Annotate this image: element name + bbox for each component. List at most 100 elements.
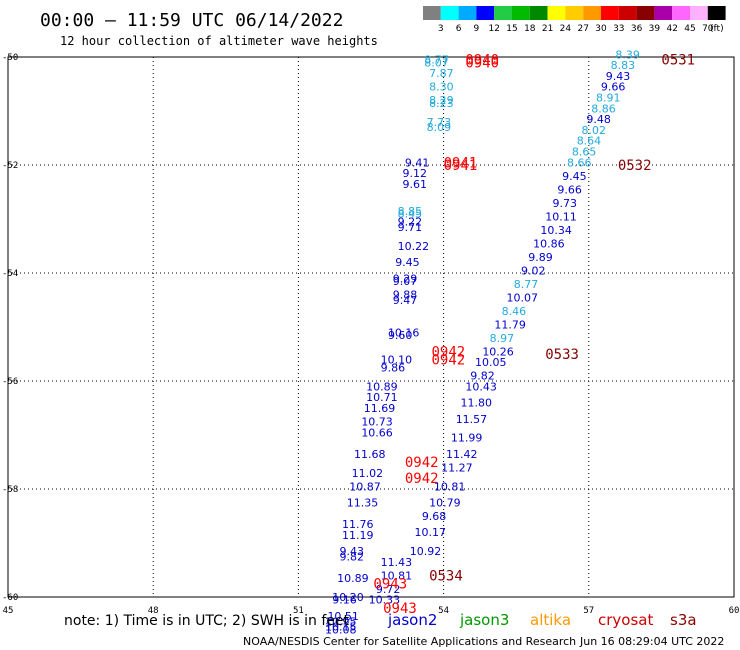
data-points: 8.778.077.878.308.298.237.738.099.419.12… (325, 48, 640, 636)
wave-height-label: 8.97 (490, 332, 514, 345)
wave-height-label: 8.91 (596, 92, 621, 105)
colorbar-label: 70 (702, 24, 714, 34)
wave-height-label: 10.79 (429, 497, 461, 510)
wave-height-label: 8.46 (502, 305, 527, 318)
colorbar-swatch (423, 6, 441, 20)
wave-height-label: 10.71 (366, 391, 398, 404)
colorbar-swatch (547, 6, 566, 20)
wave-height-label: 8.29 (429, 94, 454, 107)
pass-time-label: 0534 (429, 568, 463, 584)
colorbar-swatch (654, 6, 673, 20)
wave-height-label: 9.60 (388, 329, 413, 342)
colorbar-unit: (ft) (710, 24, 724, 34)
wave-height-label: 8.83 (611, 59, 636, 72)
wave-height-label: 9.48 (586, 113, 611, 126)
footer-note: note: 1) Time is in UTC; 2) SWH is in fe… (64, 613, 350, 629)
pass-time-label: 0940 (465, 53, 499, 69)
wave-height-label: 8.39 (615, 48, 640, 61)
colorbar: 3 6 9 12 15 18 21 24 27 30 33 36 39 42 45 70(ft) (423, 6, 726, 34)
colorbar-label: 36 (631, 24, 643, 34)
wave-height-label: 9.02 (521, 264, 546, 277)
wave-height-label: 11.19 (342, 529, 374, 542)
wave-height-label: 11.76 (342, 518, 374, 531)
colorbar-swatch (529, 6, 548, 20)
pass-time-label: 0941 (444, 158, 478, 174)
wave-height-label: 9.61 (402, 178, 427, 191)
wave-height-label: 11.57 (456, 413, 488, 426)
legend-cryosat: cryosat (598, 611, 653, 629)
x-tick-label: 60 (729, 606, 740, 616)
x-tick-label: 45 (3, 606, 14, 616)
wave-height-label: 9.72 (376, 583, 401, 596)
wave-height-label: 10.87 (349, 480, 381, 493)
pass-time-label: 0531 (661, 53, 695, 69)
wave-height-label: 9.43 (606, 70, 631, 83)
legend-jason2: jason2 (387, 611, 437, 629)
wave-height-label: 11.68 (354, 448, 386, 461)
wave-height-label: 9.12 (402, 167, 427, 180)
y-tick-label: -54 (2, 269, 18, 279)
wave-height-label: 9.68 (422, 510, 447, 523)
wave-height-label: 11.43 (381, 556, 413, 569)
pass-time-label: 0943 (383, 601, 417, 617)
wave-height-label: 10.66 (361, 426, 393, 439)
wave-height-label: 10.92 (410, 545, 442, 558)
wave-height-label: 8.23 (429, 97, 454, 110)
wave-height-label: 11.35 (347, 497, 379, 510)
chart-title: 00:00 – 11:59 UTC 06/14/2022 (40, 10, 343, 31)
wave-height-label: 11.79 (494, 318, 526, 331)
chart-subtitle: 12 hour collection of altimeter wave hei… (60, 34, 378, 48)
wave-height-label: 10.95 (325, 615, 357, 628)
pass-time-label: 0940 (465, 55, 499, 71)
pass-time-label: 0942 (405, 455, 439, 471)
time-labels: 0940094009410941094209420942094209430943… (373, 53, 695, 617)
wave-height-label: 10.20 (332, 591, 364, 604)
wave-height-label: 10.17 (415, 526, 447, 539)
wave-height-label: 10.26 (482, 345, 514, 358)
wave-height-label: 10.08 (325, 623, 357, 636)
colorbar-swatch (494, 6, 512, 20)
wave-height-label: 8.45 (398, 208, 423, 221)
wave-height-label: 10.81 (381, 569, 413, 582)
wave-height-label: 10.51 (327, 610, 359, 623)
grid (8, 57, 734, 597)
wave-height-label: 9.66 (601, 81, 626, 94)
wave-height-label: 8.64 (577, 135, 602, 148)
colorbar-label: 12 (488, 24, 499, 34)
colorbar-label: 6 (456, 24, 462, 34)
colorbar-label: 27 (577, 24, 588, 34)
x-tick-label: 48 (148, 606, 159, 616)
wave-height-label: 10.07 (507, 291, 539, 304)
colorbar-swatch (690, 6, 708, 20)
wave-height-label: 10.89 (337, 572, 369, 585)
wave-height-label: 10.81 (434, 480, 466, 493)
wave-height-label: 7.87 (429, 67, 454, 80)
colorbar-label: 30 (595, 24, 607, 34)
wave-height-label: 7.73 (427, 116, 452, 129)
wave-height-label: 9.45 (395, 256, 420, 269)
plot-frame (7, 56, 735, 598)
pass-time-label: 0941 (444, 155, 478, 171)
wave-height-label: 10.33 (369, 594, 401, 607)
wave-height-label: 10.43 (465, 380, 497, 393)
pass-time-label: 0942 (405, 471, 439, 487)
wave-height-label: 10.22 (398, 240, 430, 253)
wave-height-label: 10.86 (533, 237, 565, 250)
pass-time-label: 0533 (545, 347, 579, 363)
wave-height-label: 11.27 (441, 461, 473, 474)
colorbar-swatch (458, 6, 477, 20)
wave-height-label: 9.88 (393, 289, 418, 302)
colorbar-label: 15 (506, 24, 517, 34)
wave-height-label: 11.02 (352, 467, 384, 480)
wave-height-label: 9.41 (405, 156, 430, 169)
colorbar-label: 42 (666, 24, 677, 34)
y-tick-label: -52 (2, 161, 18, 171)
wave-height-label: 10.89 (366, 380, 398, 393)
axis-labels: 45 48 51 54 57 60 -50 -52 -54 -56 -58 -60 (2, 53, 739, 616)
wave-height-label: 9.45 (562, 170, 587, 183)
wave-height-label: 9.86 (381, 362, 406, 375)
y-tick-label: -56 (2, 377, 18, 387)
wave-height-label: 8.07 (424, 56, 449, 69)
colorbar-swatch (476, 6, 495, 20)
wave-height-label: 9.89 (528, 251, 553, 264)
